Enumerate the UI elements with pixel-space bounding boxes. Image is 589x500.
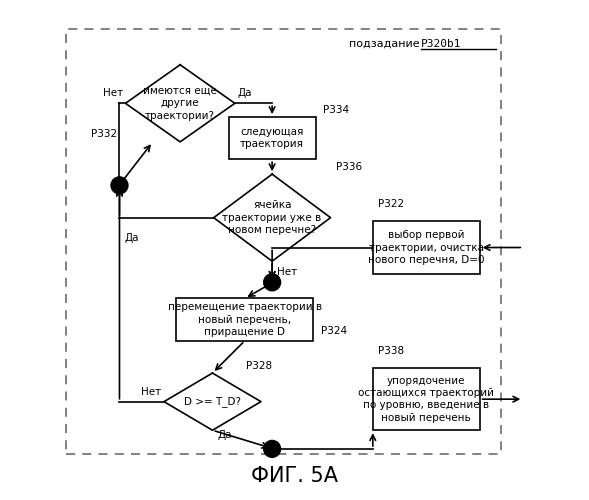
Polygon shape — [164, 373, 261, 430]
Text: Нет: Нет — [103, 88, 123, 99]
Text: Нет: Нет — [141, 386, 161, 396]
Text: имеются еще
другие
траектории?: имеются еще другие траектории? — [143, 86, 217, 120]
Text: Да: Да — [237, 88, 252, 99]
Bar — [373, 368, 479, 430]
Text: ФИГ. 5А: ФИГ. 5А — [251, 466, 338, 486]
Text: P336: P336 — [336, 162, 362, 172]
Text: P332: P332 — [91, 130, 117, 140]
Bar — [373, 222, 479, 274]
Text: Да: Да — [124, 232, 139, 242]
Bar — [229, 117, 316, 160]
Text: выбор первой
траектории, очистка
нового перечня, D=0: выбор первой траектории, очистка нового … — [368, 230, 485, 265]
Text: перемещение траектории в
новый перечень,
приращение D: перемещение траектории в новый перечень,… — [168, 302, 322, 337]
Bar — [66, 28, 501, 454]
Text: P334: P334 — [323, 104, 349, 115]
Text: Нет: Нет — [277, 267, 297, 277]
Text: P328: P328 — [246, 360, 272, 370]
Text: P322: P322 — [378, 199, 404, 209]
Text: следующая
траектория: следующая траектория — [240, 127, 304, 150]
Polygon shape — [214, 174, 330, 261]
Text: P324: P324 — [320, 326, 347, 336]
Text: Да: Да — [217, 430, 232, 440]
Circle shape — [264, 440, 280, 458]
Polygon shape — [125, 65, 235, 142]
Text: подзадание: подзадание — [349, 38, 420, 48]
Circle shape — [264, 274, 280, 291]
Text: упорядочение
остающихся траекторий
по уровню, введение в
новый перечень: упорядочение остающихся траекторий по ур… — [358, 376, 494, 423]
Text: D >= T_D?: D >= T_D? — [184, 396, 241, 407]
Text: ячейка
траектории уже в
новом перечне?: ячейка траектории уже в новом перечне? — [223, 200, 322, 235]
Bar — [177, 298, 313, 341]
Text: P320b1: P320b1 — [421, 38, 462, 48]
Text: P338: P338 — [378, 346, 404, 356]
Circle shape — [111, 177, 128, 194]
